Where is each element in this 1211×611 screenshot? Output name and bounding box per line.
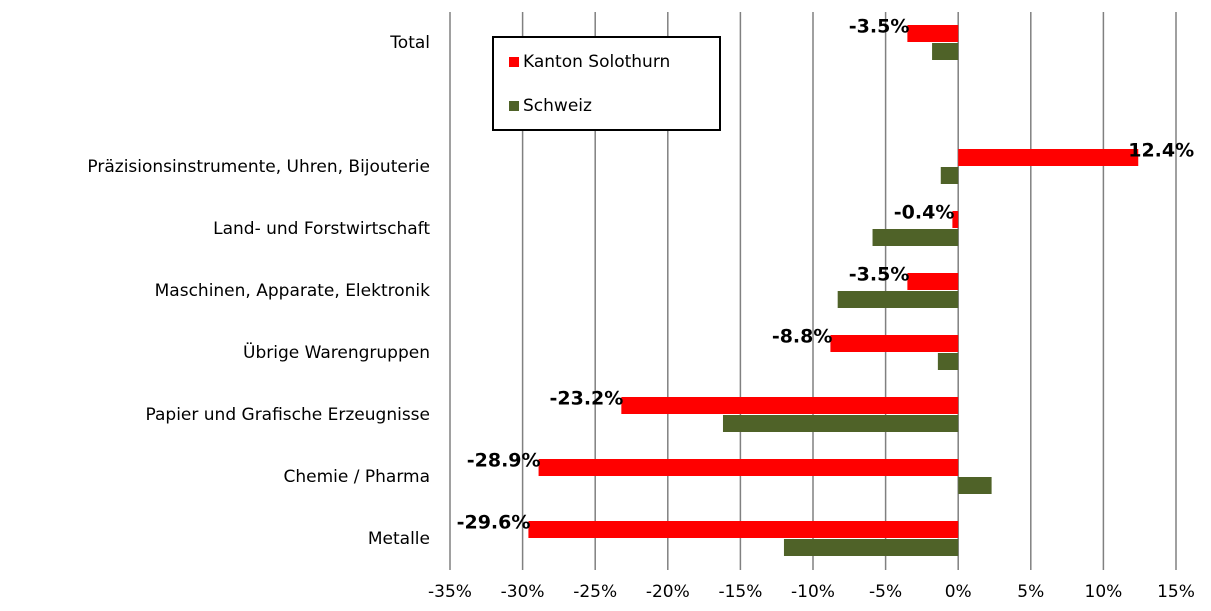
x-tick-label: 0% [945, 582, 972, 602]
category-label: Total [389, 33, 430, 53]
category-label: Maschinen, Apparate, Elektronik [155, 281, 431, 301]
legend-label: Schweiz [523, 96, 592, 116]
bar [830, 335, 959, 352]
bar [937, 353, 959, 370]
x-tick-label: -30% [501, 582, 545, 602]
value-label: -23.2% [550, 388, 624, 410]
bar [952, 211, 959, 228]
legend-swatch [509, 101, 519, 111]
bar [837, 291, 959, 308]
category-label: Papier und Grafische Erzeugnisse [146, 405, 431, 425]
legend-box [492, 36, 721, 131]
x-tick-label: -5% [869, 582, 902, 602]
bar [907, 25, 959, 42]
bar [907, 273, 959, 290]
category-label: Land- und Forstwirtschaft [213, 219, 430, 239]
bar [538, 459, 959, 476]
value-label: -0.4% [894, 202, 955, 224]
category-label: Metalle [368, 529, 430, 549]
category-label: Präzisionsinstrumente, Uhren, Bijouterie [87, 157, 430, 177]
x-tick-label: -15% [718, 582, 762, 602]
bar [783, 539, 959, 556]
value-label: -8.8% [772, 326, 833, 348]
value-label: -29.6% [457, 512, 531, 534]
bar [621, 397, 959, 414]
bar [722, 415, 959, 432]
bar [958, 477, 992, 494]
x-tick-label: -25% [573, 582, 617, 602]
x-tick-label: 5% [1017, 582, 1044, 602]
value-label: 12.4% [1128, 140, 1194, 162]
legend-swatch [509, 57, 519, 67]
bar [958, 149, 1139, 166]
bar [872, 229, 959, 246]
bar [932, 43, 959, 60]
legend-label: Kanton Solothurn [523, 52, 670, 72]
bar [528, 521, 959, 538]
category-label: Chemie / Pharma [284, 467, 431, 487]
value-label: -3.5% [849, 16, 910, 38]
value-label: -3.5% [849, 264, 910, 286]
x-tick-label: -35% [428, 582, 472, 602]
category-label: Übrige Warengruppen [243, 341, 430, 363]
x-tick-label: 15% [1157, 582, 1195, 602]
value-label: -28.9% [467, 450, 541, 472]
x-tick-label: -20% [646, 582, 690, 602]
x-tick-label: 10% [1085, 582, 1123, 602]
x-tick-label: -10% [791, 582, 835, 602]
bar [940, 167, 959, 184]
